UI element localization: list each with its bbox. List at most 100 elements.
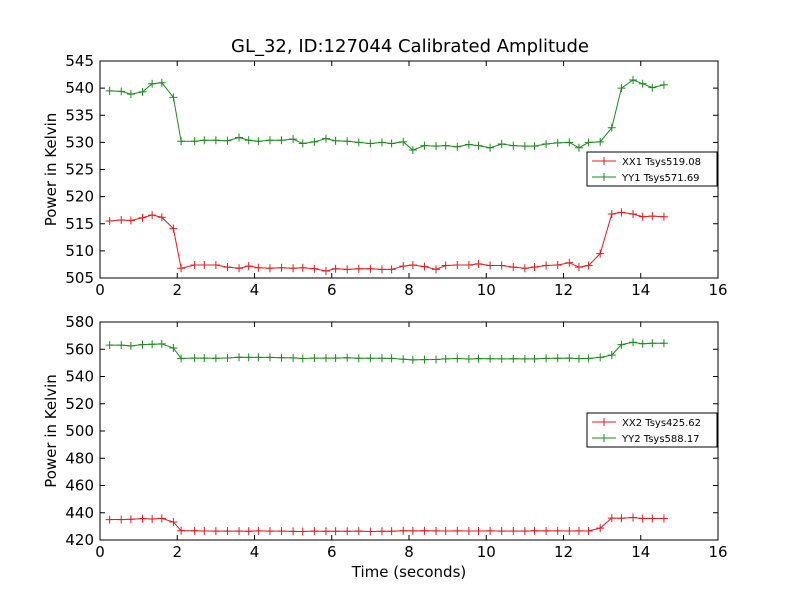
data-point — [310, 264, 319, 273]
data-point — [343, 265, 352, 274]
data-point — [277, 136, 286, 145]
chart-panel-1: 0 2 4 6 8 10 12 14 16 505 510 515 520 525 530 535 540 545… — [42, 52, 728, 299]
data-point — [200, 527, 209, 536]
data-point — [629, 513, 638, 522]
data-point — [542, 354, 551, 363]
data-point — [148, 340, 157, 349]
data-point — [200, 354, 209, 363]
data-point — [298, 263, 307, 272]
data-point — [574, 143, 583, 152]
data-point — [607, 123, 616, 132]
data-point — [277, 527, 286, 536]
data-point — [254, 263, 263, 272]
y-tick-label: 580 — [65, 313, 94, 331]
data-point — [177, 137, 186, 146]
data-point — [105, 515, 114, 524]
data-point — [265, 264, 274, 273]
x-tick-label: 12 — [554, 281, 573, 299]
data-point — [331, 354, 340, 363]
data-point — [331, 264, 340, 273]
data-point — [509, 263, 518, 272]
data-point — [366, 139, 375, 148]
data-point — [366, 264, 375, 273]
data-point — [343, 137, 352, 146]
y-axis-label: Power in Kelvin — [42, 113, 60, 227]
data-point — [148, 515, 157, 524]
data-point — [520, 354, 529, 363]
data-point — [486, 526, 495, 535]
y-tick-label: 460 — [65, 477, 94, 495]
series-line-2-1 — [109, 517, 664, 533]
data-point — [453, 142, 462, 151]
chart-panel-2: 0 2 4 6 8 10 12 14 16 420 440 460 480 500 520 540 560 580… — [42, 313, 728, 581]
data-point — [377, 527, 386, 536]
data-point — [354, 354, 363, 363]
data-point — [474, 141, 483, 150]
x-tick-label: 12 — [554, 543, 573, 561]
data-point — [177, 354, 186, 363]
y-tick-label: 540 — [65, 79, 94, 97]
data-point — [464, 355, 473, 364]
data-point — [607, 351, 616, 360]
data-point — [497, 140, 506, 149]
data-point — [520, 527, 529, 536]
data-point — [474, 259, 483, 268]
data-point — [244, 136, 253, 145]
data-point — [638, 339, 647, 348]
series-line-1-2 — [109, 79, 665, 151]
legend: XX1 Tsys519.08 YY1 Tsys571.69 — [586, 151, 718, 187]
data-point — [289, 135, 298, 144]
data-point — [520, 264, 529, 273]
data-point — [659, 212, 668, 221]
y-tick-label: 420 — [65, 531, 94, 549]
data-point — [223, 263, 232, 272]
data-point — [486, 143, 495, 152]
data-point — [530, 142, 539, 151]
data-point — [126, 90, 135, 99]
data-point — [117, 515, 126, 524]
data-point — [509, 141, 518, 150]
data-point — [190, 354, 199, 363]
data-point — [617, 84, 626, 93]
x-tick-label: 2 — [172, 281, 182, 299]
data-point — [235, 264, 244, 273]
data-point — [520, 142, 529, 151]
data-point — [211, 260, 220, 269]
data-point — [408, 145, 417, 154]
data-point — [321, 266, 330, 275]
data-point — [289, 264, 298, 273]
data-point — [441, 261, 450, 270]
data-point — [530, 526, 539, 535]
series-line-2-2 — [109, 341, 664, 361]
data-point — [648, 212, 657, 221]
data-point — [138, 340, 147, 349]
data-point — [596, 353, 605, 362]
data-point — [574, 354, 583, 363]
legend-marker — [600, 434, 608, 442]
data-point — [553, 260, 562, 269]
data-point — [169, 93, 178, 102]
data-point — [659, 80, 668, 89]
data-point — [126, 216, 135, 225]
chart-panels: 0 2 4 6 8 10 12 14 16 505 510 515 520 525 530 535 540 545… — [42, 52, 728, 581]
data-point — [607, 514, 616, 523]
data-point — [648, 514, 657, 523]
y-tick-label: 535 — [65, 106, 94, 124]
data-point — [265, 353, 274, 362]
data-point — [298, 139, 307, 148]
data-point — [254, 526, 263, 535]
data-point — [617, 208, 626, 217]
data-point — [157, 213, 166, 222]
data-point — [148, 79, 157, 88]
data-point — [366, 354, 375, 363]
data-point — [387, 139, 396, 148]
data-point — [289, 353, 298, 362]
x-tick-label: 6 — [327, 281, 337, 299]
y-tick-label: 520 — [65, 188, 94, 206]
data-point — [408, 355, 417, 364]
data-point — [584, 354, 593, 363]
data-point — [553, 526, 562, 535]
legend-entry: YY2 Tsys588.17 — [621, 434, 700, 445]
data-point — [377, 265, 386, 274]
